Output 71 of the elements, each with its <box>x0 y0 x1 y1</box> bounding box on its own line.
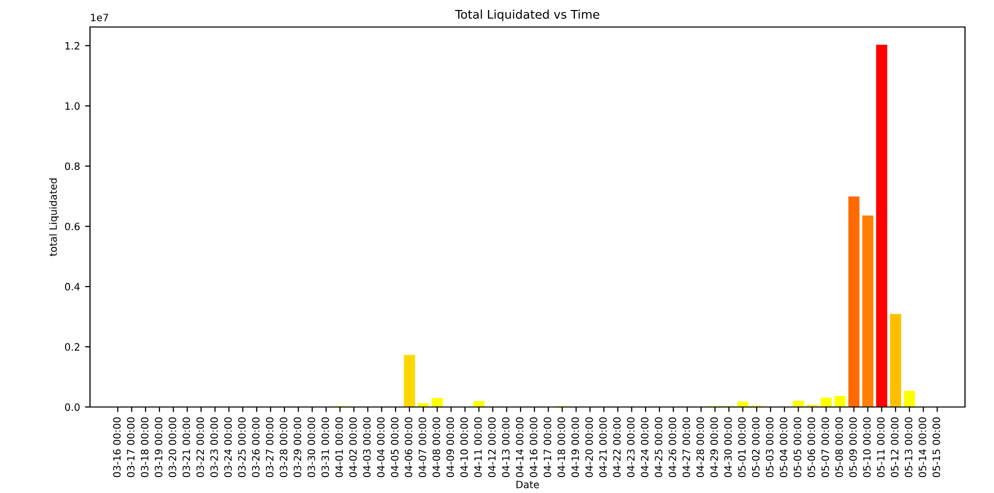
x-tick-label: 04-14 00:00 <box>516 417 524 478</box>
x-tick-label: 04-29 00:00 <box>710 417 718 478</box>
x-tick-label: 04-03 00:00 <box>363 417 371 478</box>
x-tick-label: 04-11 00:00 <box>474 417 482 478</box>
x-tick-label: 03-29 00:00 <box>294 417 302 478</box>
x-tick-label: 05-07 00:00 <box>821 417 830 478</box>
x-tick-label: 05-06 00:00 <box>808 417 816 478</box>
x-tick-label: 03-21 00:00 <box>182 417 190 478</box>
y-tick-label: 1.0 <box>65 102 80 110</box>
x-tick-label: 03-23 00:00 <box>210 417 218 478</box>
x-tick-label: 04-22 00:00 <box>613 417 621 478</box>
x-tick-label: 05-03 00:00 <box>766 417 774 478</box>
x-tick-label: 03-28 00:00 <box>280 417 288 478</box>
x-tick-label: 04-19 00:00 <box>571 417 580 478</box>
x-tick-label: 03-26 00:00 <box>252 417 260 478</box>
x-tick-label: 04-07 00:00 <box>418 417 426 478</box>
x-tick-label: 03-25 00:00 <box>238 417 246 478</box>
y-tick-label: 0.0 <box>65 403 80 411</box>
x-tick-label: 05-04 00:00 <box>780 417 788 478</box>
x-tick-label: 04-23 00:00 <box>627 417 635 478</box>
x-tick-label: 04-30 00:00 <box>724 417 732 478</box>
x-tick-label: 04-24 00:00 <box>640 417 648 478</box>
x-tick-label: 05-10 00:00 <box>863 417 871 478</box>
x-axis-title: Date <box>516 480 539 488</box>
x-tick-label: 04-10 00:00 <box>460 417 468 478</box>
x-tick-label: 04-18 00:00 <box>558 417 566 478</box>
x-tick-label: 03-17 00:00 <box>127 417 135 478</box>
y-tick-label: 0.2 <box>65 343 80 351</box>
x-tick-label: 03-18 00:00 <box>140 417 148 478</box>
x-tick-label: 03-16 00:00 <box>113 417 121 478</box>
x-tick-label: 04-04 00:00 <box>377 417 385 478</box>
x-tick-label: 04-27 00:00 <box>682 417 690 478</box>
x-tick-label: 03-31 00:00 <box>321 417 330 478</box>
x-tick-label: 03-24 00:00 <box>224 417 232 478</box>
x-tick-label: 04-02 00:00 <box>349 417 357 478</box>
x-tick-label: 04-05 00:00 <box>390 417 398 478</box>
x-tick-label: 03-30 00:00 <box>308 417 316 478</box>
x-tick-label: 04-26 00:00 <box>668 417 676 478</box>
x-tick-label: 05-01 00:00 <box>738 417 746 478</box>
x-tick-label: 03-20 00:00 <box>168 417 176 478</box>
x-tick-label: 04-25 00:00 <box>654 417 662 478</box>
chart-title: Total Liquidated vs Time <box>455 10 600 22</box>
y-tick-label: 0.4 <box>65 282 80 290</box>
x-tick-label: 05-02 00:00 <box>752 417 760 478</box>
y-tick-label: 0.8 <box>65 162 80 170</box>
x-tick-label: 05-13 00:00 <box>904 417 912 478</box>
x-tick-label: 04-13 00:00 <box>502 417 510 478</box>
y-tick-label: 1.2 <box>65 42 80 50</box>
x-tick-label: 05-05 00:00 <box>794 417 802 478</box>
x-tick-label: 03-27 00:00 <box>266 417 274 478</box>
x-tick-label: 04-16 00:00 <box>530 417 538 478</box>
y-tick-label: 0.6 <box>65 222 80 230</box>
x-tick-label: 03-19 00:00 <box>154 417 162 478</box>
x-tick-label: 04-21 00:00 <box>599 417 607 478</box>
x-tick-label: 04-01 00:00 <box>335 417 343 478</box>
x-tick-label: 05-12 00:00 <box>890 417 898 478</box>
x-tick-label: 04-09 00:00 <box>446 417 454 478</box>
text: 1e7 <box>91 14 108 22</box>
x-tick-label: 05-09 00:00 <box>849 417 857 478</box>
x-tick-label: 04-17 00:00 <box>544 417 552 478</box>
x-tick-label: 04-20 00:00 <box>585 417 593 478</box>
x-tick-label: 04-08 00:00 <box>432 417 440 478</box>
x-tick-label: 04-12 00:00 <box>488 417 496 478</box>
x-tick-label: 05-08 00:00 <box>835 417 843 478</box>
y-axis-title: total Liquidated <box>49 178 59 256</box>
x-tick-label: 04-06 00:00 <box>404 417 412 478</box>
x-tick-label: 05-15 00:00 <box>932 417 940 478</box>
x-tick-label: 05-11 00:00 <box>877 417 885 478</box>
x-tick-label: 05-14 00:00 <box>918 417 926 478</box>
x-tick-label: 04-28 00:00 <box>696 417 704 478</box>
x-tick-label: 03-22 00:00 <box>196 417 204 478</box>
